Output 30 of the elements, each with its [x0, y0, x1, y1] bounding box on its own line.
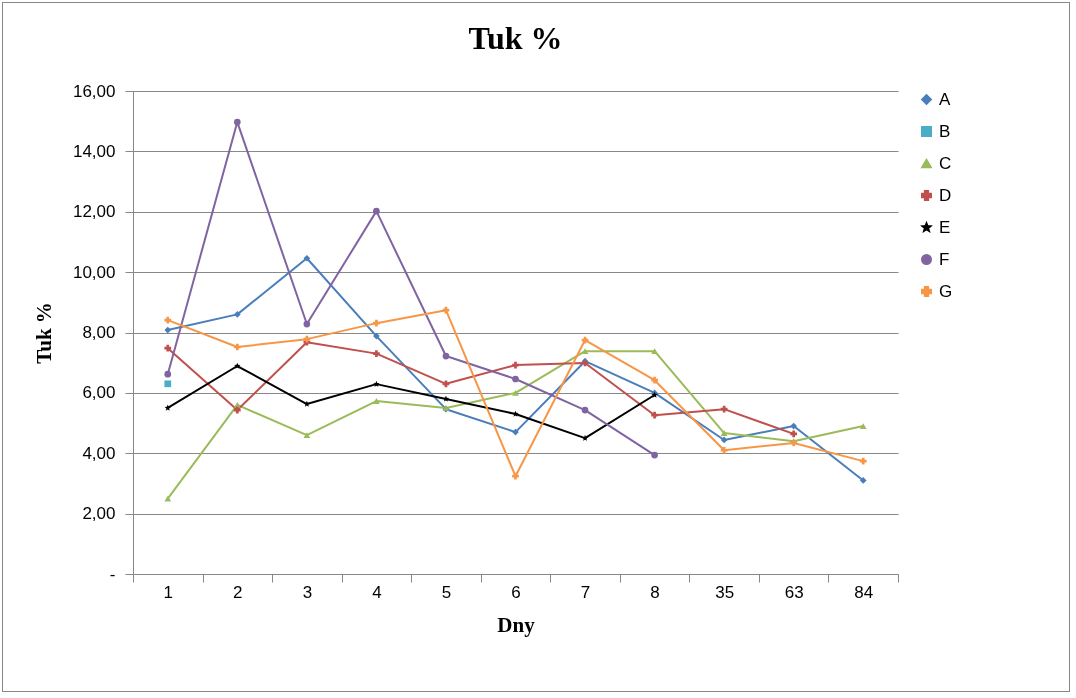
legend-label: G [939, 281, 953, 301]
chart-title: Tuk % [468, 20, 563, 56]
y-tick-label: 14,00 [72, 141, 116, 161]
x-axis-title: Dny [497, 612, 536, 637]
x-tick-label: 8 [650, 582, 660, 602]
legend-label: C [939, 153, 952, 173]
x-tick-label: 2 [233, 582, 243, 602]
legend-label: E [939, 217, 951, 237]
x-tick-label: 84 [854, 582, 874, 602]
x-tick-label: 3 [302, 582, 313, 602]
x-tick-label: 6 [511, 582, 521, 602]
y-tick-label: 10,00 [72, 262, 116, 282]
y-tick-label: 16,00 [72, 81, 116, 101]
y-tick-label: 8,00 [82, 323, 116, 342]
legend-label: A [939, 89, 951, 109]
y-tick-label: 4,00 [82, 443, 116, 463]
y-tick-label: 12,00 [72, 202, 116, 222]
y-tick-label: 6,00 [82, 383, 116, 403]
x-tick-label: 1 [163, 582, 174, 602]
y-tick-label: 2,00 [82, 504, 116, 524]
x-tick-label: 7 [580, 582, 591, 602]
x-tick-label: 35 [715, 582, 735, 602]
x-tick-label: 63 [784, 582, 804, 602]
x-tick-label: 5 [441, 582, 452, 602]
legend-label: D [939, 185, 952, 205]
x-tick-label: 4 [372, 582, 382, 602]
y-tick-label: - [109, 564, 116, 584]
legend-label: F [939, 249, 950, 269]
legend-label: B [939, 121, 951, 141]
y-axis-title: Tuk % [31, 302, 56, 364]
